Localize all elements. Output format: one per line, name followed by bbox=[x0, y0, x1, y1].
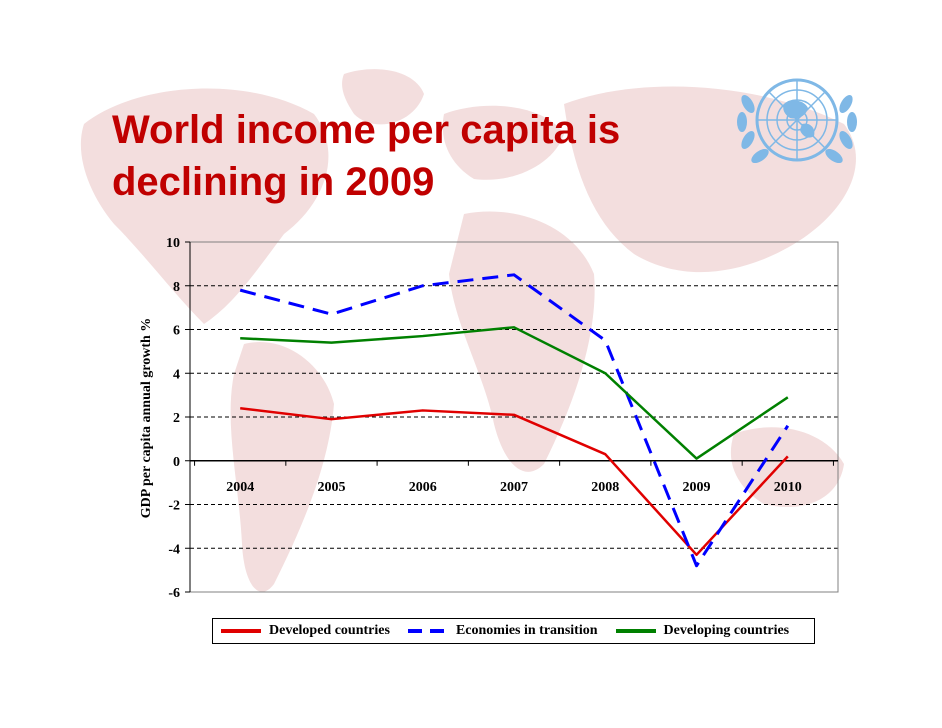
x-tick-label-2005: 2005 bbox=[317, 480, 345, 495]
map-asia bbox=[564, 86, 856, 273]
legend-item-developed: Developed countries bbox=[221, 623, 390, 639]
grid-lines bbox=[190, 285, 838, 549]
y-tick-label--6: -6 bbox=[168, 586, 180, 601]
x-tick-label-2004: 2004 bbox=[226, 480, 254, 495]
series-line-economies-in-transition bbox=[239, 273, 790, 568]
series-line-developed-countries bbox=[240, 407, 789, 557]
x-tick-label-2008: 2008 bbox=[591, 480, 619, 495]
y-tick-label-10: 10 bbox=[166, 236, 180, 251]
title-line-1: World income per capita is bbox=[112, 108, 621, 152]
map-africa bbox=[449, 211, 595, 472]
series-line-developing-countries bbox=[240, 326, 789, 460]
x-tick-label-2009: 2009 bbox=[683, 480, 711, 495]
legend-label-developed: Developed countries bbox=[269, 623, 390, 638]
chart-axes bbox=[185, 241, 839, 593]
world-map-background bbox=[80, 69, 856, 592]
y-tick-label--4: -4 bbox=[168, 542, 180, 557]
title-line-2: declining in 2009 bbox=[112, 160, 435, 204]
legend-item-transition: Economies in transition bbox=[407, 623, 598, 639]
y-tick-label-2: 2 bbox=[173, 411, 180, 426]
y-tick-label-0: 0 bbox=[173, 455, 180, 470]
y-tick-label-4: 4 bbox=[173, 367, 180, 382]
y-tick-labels: -6 -4 -2 0 2 4 6 8 10 bbox=[166, 236, 180, 601]
un-emblem-icon bbox=[737, 78, 857, 164]
legend-swatch-transition bbox=[407, 629, 448, 633]
x-tick-labels: 2004 2005 2006 2007 2008 2009 2010 bbox=[226, 480, 802, 495]
map-greenland bbox=[342, 69, 424, 125]
series-lines bbox=[239, 273, 790, 568]
map-south-america bbox=[230, 342, 334, 592]
y-tick-label-6: 6 bbox=[173, 324, 180, 339]
legend-item-developing: Developing countries bbox=[615, 623, 790, 639]
x-tick-label-2007: 2007 bbox=[500, 480, 528, 495]
legend-label-developing: Developing countries bbox=[663, 623, 790, 638]
y-axis-label: GDP per capita annual growth % bbox=[139, 318, 154, 519]
slide-title: World income per capita is declining in … bbox=[112, 104, 752, 208]
chart-legend: Developed countries Economies in transit… bbox=[212, 618, 815, 644]
map-north-america bbox=[80, 88, 329, 324]
legend-label-transition: Economies in transition bbox=[455, 623, 598, 638]
x-tick-label-2006: 2006 bbox=[409, 480, 437, 495]
legend-swatch-developed bbox=[221, 629, 261, 633]
y-tick-label--2: -2 bbox=[168, 499, 180, 514]
y-tick-label-8: 8 bbox=[173, 280, 180, 295]
x-tick-label-2010: 2010 bbox=[774, 480, 802, 495]
map-europe bbox=[442, 105, 564, 180]
legend-swatch-developing bbox=[615, 629, 656, 633]
